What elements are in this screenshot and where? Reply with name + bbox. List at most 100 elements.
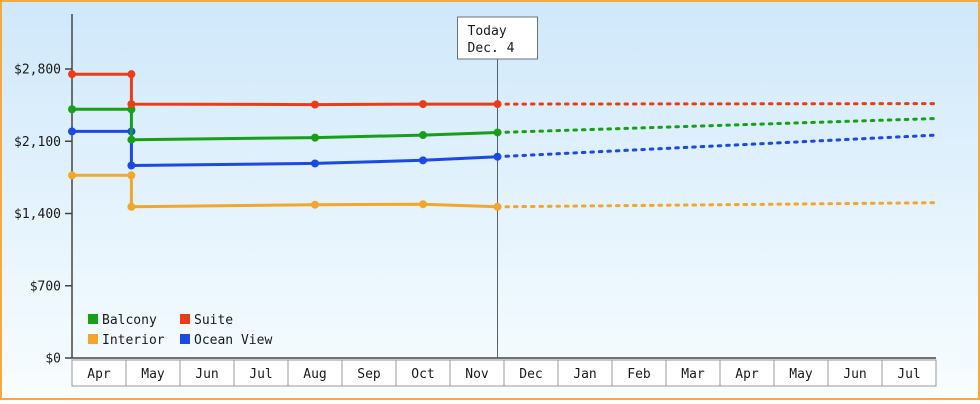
month-cell-box [233, 359, 289, 387]
legend-label: Suite [194, 313, 233, 328]
month-cell: Apr [719, 359, 775, 387]
data-point-balcony [419, 131, 427, 140]
month-cell: Aug [287, 359, 343, 387]
legend-item-ocean-view: Ocean View [180, 333, 272, 348]
month-label: Apr [735, 367, 759, 382]
data-point-ocean-view [419, 156, 427, 165]
series-history-line-balcony [72, 107, 498, 142]
series-interior [68, 171, 938, 211]
month-cell-box [557, 359, 613, 387]
month-cell-box [503, 359, 559, 387]
data-point-suite [68, 70, 76, 79]
month-cell: Jul [881, 359, 937, 387]
month-label: May [789, 367, 813, 382]
month-cell-box [881, 359, 937, 387]
data-point-interior [419, 200, 427, 209]
data-point-ocean-view [311, 159, 319, 168]
y-tick-label: $2,800 [14, 63, 61, 78]
month-cell: Feb [611, 359, 667, 387]
data-point-suite [127, 70, 136, 79]
month-cell: Oct [395, 359, 451, 387]
month-cell-box [125, 359, 181, 387]
month-cell: May [125, 359, 181, 387]
month-cell: Jun [179, 359, 235, 387]
month-cell-box [449, 359, 505, 387]
month-cell: Jul [233, 359, 289, 387]
month-label: May [141, 367, 165, 382]
y-tick-label: $1,400 [14, 207, 61, 222]
x-axis-month-row: Apr May Jun Jul Aug Sep Oct Nov Dec Jan Feb Mar Apr M… [71, 359, 937, 387]
data-point-suite [311, 100, 319, 109]
series-history-line-suite [72, 72, 498, 107]
month-cell: Jan [557, 359, 613, 387]
legend-label: Balcony [102, 313, 157, 328]
data-point-interior [68, 171, 76, 180]
legend-item-balcony: Balcony [88, 313, 157, 328]
month-label: Jun [195, 367, 218, 382]
legend-item-interior: Interior [88, 333, 165, 348]
data-point-balcony [127, 135, 136, 144]
data-point-ocean-view [127, 161, 136, 170]
data-point-balcony [68, 105, 76, 114]
month-label: Sep [357, 367, 381, 382]
month-cell: May [773, 359, 829, 387]
series-history-line-ocean-view [72, 129, 498, 167]
legend-label: Ocean View [194, 333, 272, 348]
month-cell: Nov [449, 359, 505, 387]
series-forecast-line-interior [496, 201, 938, 209]
month-label: Oct [411, 367, 434, 382]
today-box [457, 16, 539, 60]
series-forecast-line-balcony [496, 117, 938, 134]
month-label: Nov [465, 367, 489, 382]
legend-swatch [88, 314, 98, 324]
legend-item-suite: Suite [180, 313, 233, 328]
month-cell-box [611, 359, 667, 387]
data-point-balcony [493, 128, 502, 137]
data-point-suite [419, 100, 427, 109]
series-forecast-line-suite [496, 102, 938, 106]
data-point-ocean-view [493, 152, 502, 161]
data-point-balcony [311, 133, 319, 142]
month-cell: Dec [503, 359, 559, 387]
series-balcony [68, 105, 938, 144]
data-point-interior [127, 171, 136, 180]
month-cell: Mar [665, 359, 721, 387]
legend-swatch [180, 334, 190, 344]
month-cell-box [827, 359, 883, 387]
data-point-interior [127, 202, 136, 211]
series-suite [68, 70, 938, 109]
month-label: Jun [843, 367, 866, 382]
legend: Balcony Suite Interior Ocean View [88, 313, 272, 348]
data-point-interior [493, 202, 502, 211]
month-label: Apr [87, 367, 111, 382]
month-cell: Sep [341, 359, 397, 387]
data-point-interior [311, 200, 319, 209]
today-label-box: Today Dec. 4 [457, 16, 539, 60]
month-cell: Jun [827, 359, 883, 387]
month-label: Dec [519, 367, 542, 382]
month-cell-box [719, 359, 775, 387]
today-label-line1: Today [468, 24, 507, 39]
month-label: Jan [573, 367, 596, 382]
y-tick-label: $700 [30, 279, 61, 294]
month-cell-box [665, 359, 721, 387]
series-history-line-interior [72, 173, 498, 209]
month-label: Aug [303, 367, 326, 382]
legend-swatch [180, 314, 190, 324]
month-label: Feb [627, 367, 651, 382]
data-point-suite [493, 100, 502, 109]
month-cell-box [71, 359, 127, 387]
legend-label: Interior [102, 333, 165, 348]
legend-swatch [88, 334, 98, 344]
month-label: Mar [681, 367, 705, 382]
month-label: Jul [249, 367, 272, 382]
y-tick-label: $0 [45, 352, 61, 367]
month-cell: Apr [71, 359, 127, 387]
today-label-line2: Dec. 4 [468, 41, 515, 56]
data-point-ocean-view [68, 127, 76, 136]
month-cell-box [773, 359, 829, 387]
